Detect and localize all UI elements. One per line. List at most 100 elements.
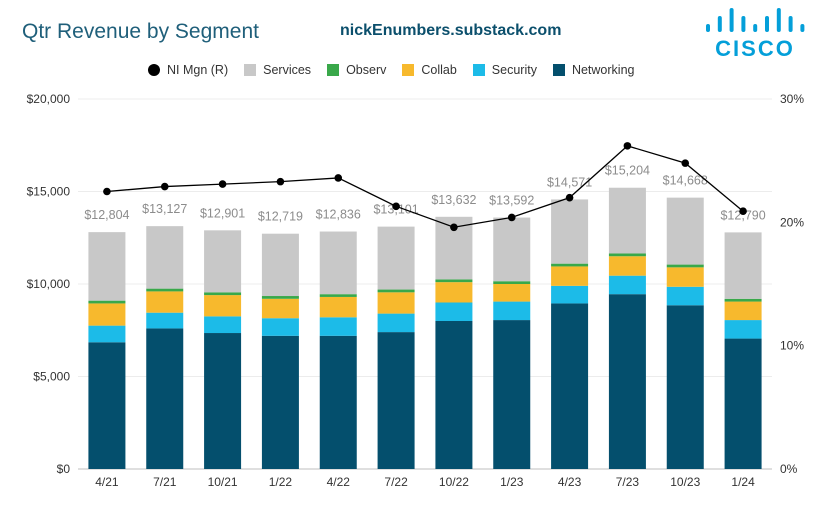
legend-swatch bbox=[327, 64, 340, 76]
x-tick-label: 4/23 bbox=[558, 475, 582, 489]
x-tick-label: 7/21 bbox=[153, 475, 177, 489]
bar-segment-networking bbox=[204, 333, 242, 469]
bar-segment-networking bbox=[493, 320, 531, 469]
y-left-tick-label: $10,000 bbox=[27, 277, 71, 291]
bar-segment-networking bbox=[319, 335, 357, 469]
y-right-tick-label: 30% bbox=[780, 92, 804, 106]
bar-segment-collab bbox=[493, 284, 531, 302]
bar-segment-services bbox=[551, 199, 589, 264]
legend-item: Networking bbox=[552, 63, 634, 77]
bar-segment-networking bbox=[88, 342, 126, 469]
bar-segment-collab bbox=[377, 292, 415, 314]
margin-point bbox=[450, 223, 458, 232]
bar-segment-collab bbox=[724, 301, 762, 321]
margin-point bbox=[276, 177, 285, 186]
bar-segment-observ bbox=[551, 263, 589, 267]
bar-segment-networking bbox=[377, 332, 415, 469]
bar-segment-security bbox=[724, 320, 762, 339]
x-tick-label: 10/23 bbox=[670, 475, 700, 489]
bar-segment-observ bbox=[666, 264, 704, 268]
bar-segment-services bbox=[146, 226, 184, 289]
legend-swatch bbox=[148, 64, 160, 76]
bar-segment-security bbox=[493, 301, 531, 321]
bar-segment-security bbox=[204, 316, 242, 334]
bar-segment-collab bbox=[551, 266, 589, 286]
margin-line bbox=[106, 145, 744, 228]
margin-point bbox=[507, 213, 516, 222]
margin-point bbox=[681, 159, 690, 167]
y-right-tick-label: 0% bbox=[780, 462, 798, 476]
cisco-logo-bar bbox=[776, 8, 781, 32]
margin-point bbox=[739, 207, 747, 216]
total-label: $13,632 bbox=[431, 193, 476, 207]
bar-segment-observ bbox=[493, 281, 531, 284]
bar-segment-services bbox=[377, 226, 415, 290]
cisco-logo-bar bbox=[753, 24, 758, 32]
bar-segment-observ bbox=[377, 289, 415, 293]
cisco-logo-text: CISCO bbox=[715, 36, 795, 61]
legend-swatch bbox=[402, 64, 415, 76]
x-tick-label: 4/21 bbox=[95, 475, 119, 489]
total-label: $13,101 bbox=[373, 203, 418, 217]
bar-segment-collab bbox=[435, 282, 473, 303]
margin-point bbox=[103, 187, 111, 196]
y-left-tick-label: $20,000 bbox=[27, 92, 71, 106]
x-tick-label: 10/21 bbox=[208, 475, 238, 489]
bar-segment-security bbox=[377, 313, 415, 333]
total-label: $14,668 bbox=[663, 174, 708, 188]
x-tick-label: 1/22 bbox=[269, 475, 293, 489]
bar-segment-services bbox=[319, 231, 357, 295]
x-tick-label: 4/22 bbox=[327, 475, 351, 489]
bar-segment-security bbox=[666, 286, 704, 306]
cisco-logo-bar bbox=[717, 16, 722, 32]
margin-point bbox=[392, 202, 400, 211]
legend-label: Security bbox=[491, 63, 537, 77]
source-label: nickEnumbers.substack.com bbox=[340, 22, 562, 39]
legend-item: Services bbox=[244, 63, 311, 77]
y-left-tick-label: $5,000 bbox=[33, 370, 70, 384]
bar-segment-security bbox=[319, 317, 357, 336]
margin-point bbox=[160, 182, 169, 191]
y-left-tick-label: $15,000 bbox=[27, 185, 71, 199]
cisco-logo-bar bbox=[765, 16, 769, 32]
bar-segment-collab bbox=[666, 267, 704, 287]
legend-label: NI Mgn (R) bbox=[167, 63, 229, 77]
bar-segment-observ bbox=[608, 253, 646, 257]
legend-label: Services bbox=[263, 63, 312, 77]
bar-segment-security bbox=[551, 285, 589, 304]
legend-item: Security bbox=[472, 63, 537, 77]
bar-segment-observ bbox=[204, 292, 242, 296]
y-right-tick-label: 10% bbox=[780, 339, 804, 353]
legend-swatch bbox=[472, 64, 485, 76]
chart-title: Qtr Revenue by Segment bbox=[22, 20, 259, 43]
cisco-logo-bar bbox=[706, 24, 710, 32]
bar-segment-collab bbox=[261, 298, 299, 319]
total-label: $15,204 bbox=[605, 164, 650, 178]
chart-legend: NI Mgn (R) Services Observ Collab Security Ne… bbox=[148, 61, 650, 79]
bar-segment-collab bbox=[608, 256, 646, 276]
total-label: $12,836 bbox=[316, 208, 361, 222]
bar-segment-security bbox=[435, 302, 473, 321]
bar-segment-observ bbox=[88, 300, 126, 304]
x-tick-label: 7/23 bbox=[616, 475, 640, 489]
total-label: $12,901 bbox=[200, 206, 245, 220]
bar-segment-networking bbox=[146, 328, 184, 469]
bar-segment-networking bbox=[261, 335, 299, 469]
y-right-tick-label: 20% bbox=[780, 215, 804, 229]
legend-swatch bbox=[552, 64, 565, 76]
bar-segment-services bbox=[666, 197, 704, 265]
margin-point bbox=[334, 174, 343, 182]
legend-label: Collab bbox=[421, 63, 457, 77]
total-label: $12,790 bbox=[720, 208, 765, 222]
cisco-logo-bars-icon bbox=[706, 8, 805, 32]
margin-point bbox=[623, 142, 632, 150]
total-label: $12,804 bbox=[84, 208, 129, 222]
total-label: $13,592 bbox=[489, 194, 534, 208]
total-label: $14,571 bbox=[547, 175, 592, 189]
margin-point bbox=[218, 180, 227, 188]
bar-segment-services bbox=[261, 233, 299, 297]
bar-segment-services bbox=[493, 217, 531, 282]
bar-segment-security bbox=[88, 325, 126, 343]
bar-segment-observ bbox=[146, 288, 184, 292]
y-left-tick-label: $0 bbox=[57, 462, 71, 476]
